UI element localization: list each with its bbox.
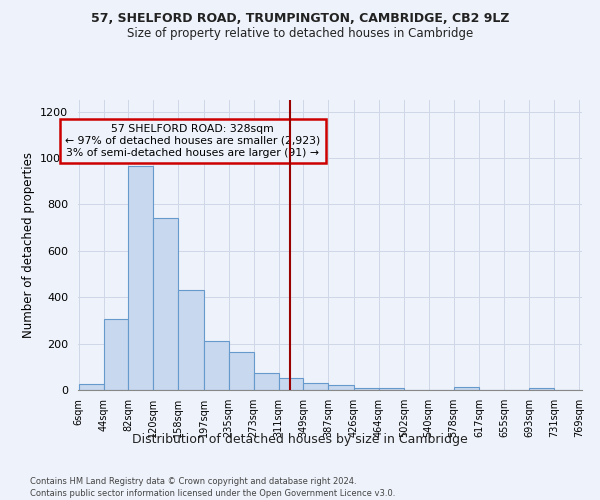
Bar bbox=[154, 218, 178, 390]
Bar bbox=[178, 290, 204, 390]
Bar bbox=[304, 383, 328, 390]
Bar bbox=[454, 386, 479, 390]
Text: Contains public sector information licensed under the Open Government Licence v3: Contains public sector information licen… bbox=[30, 489, 395, 498]
Bar bbox=[229, 352, 254, 390]
Text: 57, SHELFORD ROAD, TRUMPINGTON, CAMBRIDGE, CB2 9LZ: 57, SHELFORD ROAD, TRUMPINGTON, CAMBRIDG… bbox=[91, 12, 509, 26]
Bar bbox=[204, 342, 229, 390]
Text: Size of property relative to detached houses in Cambridge: Size of property relative to detached ho… bbox=[127, 28, 473, 40]
Bar bbox=[529, 388, 554, 390]
Text: 57 SHELFORD ROAD: 328sqm
← 97% of detached houses are smaller (2,923)
3% of semi: 57 SHELFORD ROAD: 328sqm ← 97% of detach… bbox=[65, 124, 320, 158]
Text: Distribution of detached houses by size in Cambridge: Distribution of detached houses by size … bbox=[132, 432, 468, 446]
Bar bbox=[379, 388, 404, 390]
Bar bbox=[328, 386, 354, 390]
Bar bbox=[278, 378, 304, 390]
Bar bbox=[104, 319, 128, 390]
Y-axis label: Number of detached properties: Number of detached properties bbox=[22, 152, 35, 338]
Text: Contains HM Land Registry data © Crown copyright and database right 2024.: Contains HM Land Registry data © Crown c… bbox=[30, 478, 356, 486]
Bar bbox=[128, 166, 154, 390]
Bar bbox=[254, 372, 278, 390]
Bar bbox=[354, 388, 379, 390]
Bar bbox=[79, 384, 104, 390]
